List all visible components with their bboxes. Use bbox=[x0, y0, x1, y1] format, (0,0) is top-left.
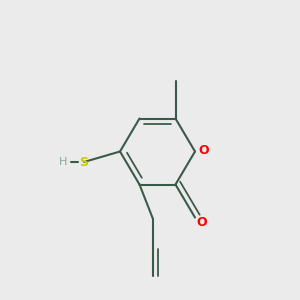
Text: O: O bbox=[196, 215, 207, 229]
Text: O: O bbox=[198, 144, 208, 158]
Text: H: H bbox=[59, 157, 68, 167]
Text: S: S bbox=[80, 155, 88, 169]
